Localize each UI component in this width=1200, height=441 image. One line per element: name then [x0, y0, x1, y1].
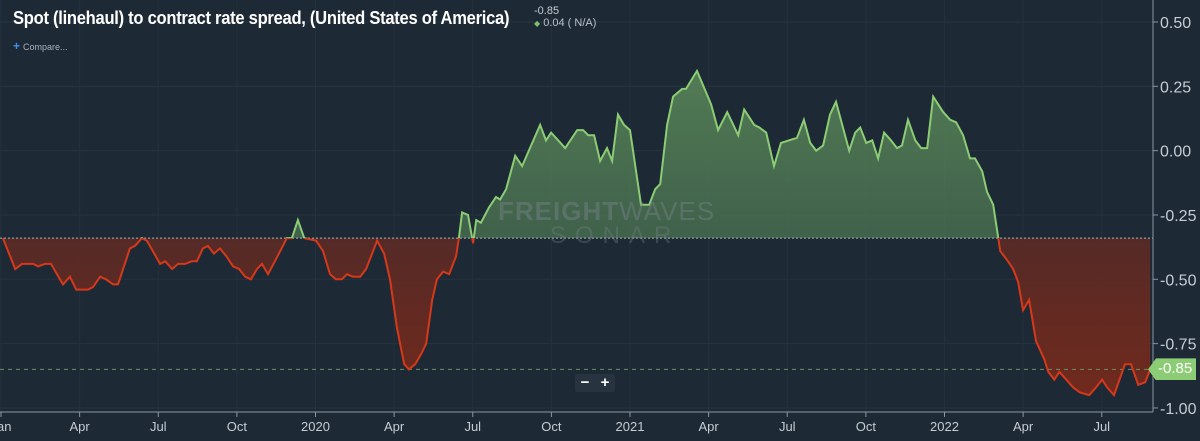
chart-title: Spot (linehaul) to contract rate spread,… — [13, 8, 510, 28]
x-tick-label: Apr — [70, 419, 91, 434]
x-tick-label: Oct — [227, 419, 248, 434]
y-tick-label: -1.00 — [1160, 401, 1197, 418]
watermark-logo: FREIGHTWAVES — [498, 196, 716, 226]
y-tick-label: -0.75 — [1160, 337, 1197, 354]
x-tick-label: Jan — [0, 419, 11, 434]
series-line-below — [1, 238, 1152, 398]
series-line-above — [2, 68, 1000, 239]
last-value-tag: -0.85 — [1148, 358, 1197, 381]
y-axis-ticks: 0.50 0.25 0.00 -0.25 -0.50 -0.75 -1.00 — [1153, 15, 1197, 418]
y-tick-label: 0.00 — [1160, 144, 1191, 161]
compare-button[interactable]: + Compare... — [13, 39, 68, 53]
change-value: ◆ 0.04 ( N/A) — [534, 17, 597, 29]
last-value: -0.85 — [534, 5, 560, 17]
x-tick-label: Oct — [541, 419, 562, 434]
x-tick-label: Apr — [699, 419, 720, 434]
y-tick-label: 0.50 — [1160, 15, 1191, 32]
x-tick-label: 2022 — [930, 419, 959, 434]
x-tick-label: Jul — [150, 419, 167, 434]
area-below-baseline — [2, 238, 1151, 396]
y-tick-label: -0.50 — [1160, 272, 1197, 289]
x-tick-label: Apr — [384, 419, 405, 434]
x-tick-label: Jul — [779, 419, 796, 434]
zoom-in-button[interactable]: + — [600, 374, 610, 391]
x-tick-label: Jul — [1093, 419, 1110, 434]
plus-icon: + — [13, 39, 21, 53]
x-tick-label: 2020 — [301, 419, 330, 434]
watermark-product: SONAR — [550, 222, 681, 249]
area-above-baseline — [2, 70, 1151, 239]
x-tick-label: Apr — [1013, 419, 1034, 434]
zoom-controls: − + — [575, 374, 615, 392]
y-tick-label: 0.25 — [1160, 79, 1191, 96]
value-readout: -0.85 ◆ 0.04 ( N/A) — [534, 5, 596, 30]
x-tick-label: 2021 — [616, 419, 645, 434]
x-tick-label: Oct — [856, 419, 877, 434]
x-tick-label: Jul — [464, 419, 481, 434]
zoom-out-button[interactable]: − — [580, 374, 590, 391]
x-axis-ticks: Jan Apr Jul Oct 2020 Apr Jul Oct 2021 Apr Jul Oct 20… — [0, 412, 1110, 434]
y-tick-label: -0.25 — [1160, 208, 1197, 225]
up-arrow-icon: ◆ — [534, 19, 541, 28]
